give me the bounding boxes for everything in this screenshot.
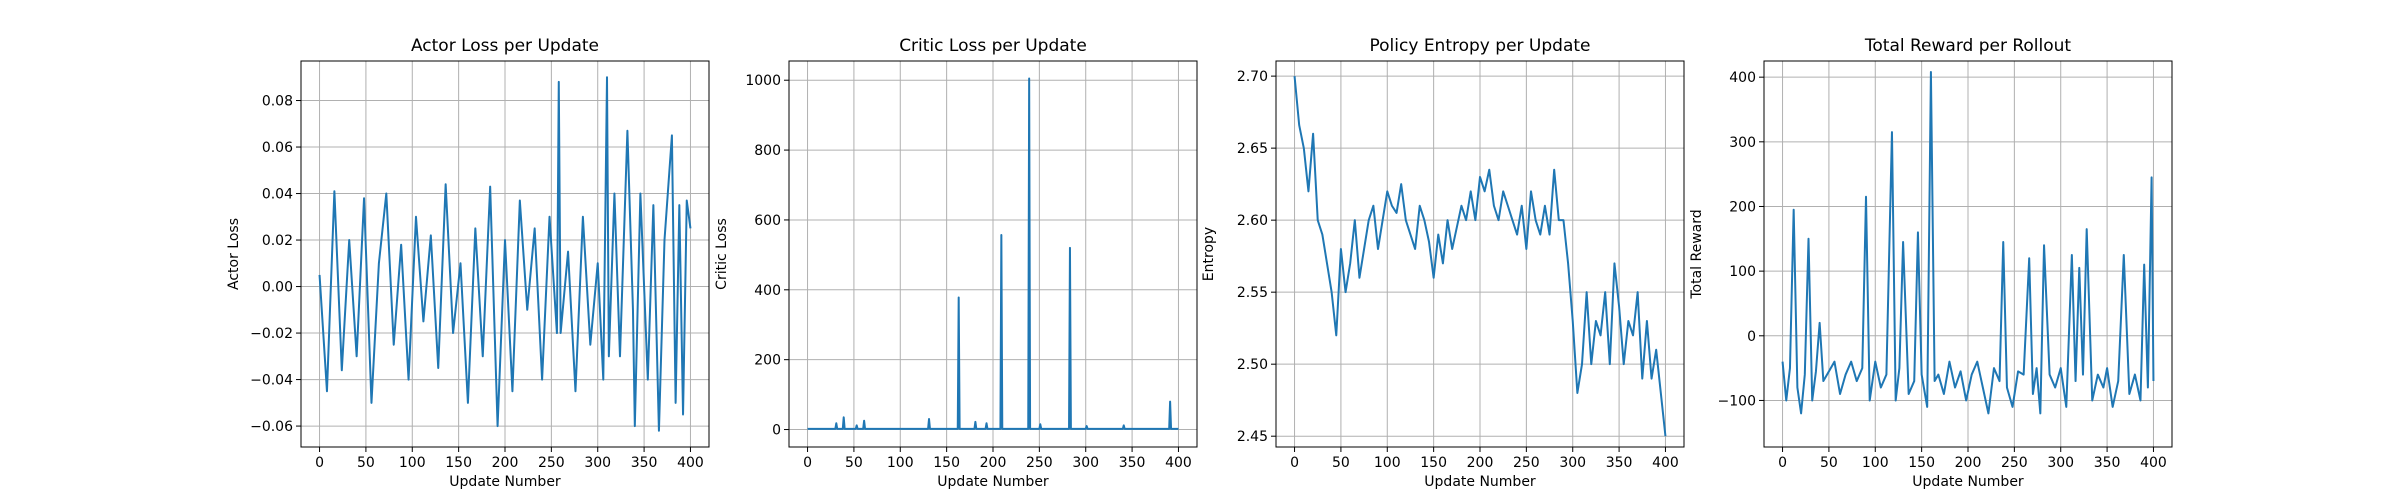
y-tick-label: 400 xyxy=(1729,70,1756,86)
y-tick-label: −0.02 xyxy=(250,326,293,342)
x-tick-label: 350 xyxy=(1606,455,1633,471)
x-tick-label: 50 xyxy=(357,455,375,471)
x-tick-label: 200 xyxy=(1467,455,1494,471)
x-tick-label: 50 xyxy=(1820,455,1838,471)
x-tick-label: 300 xyxy=(1072,455,1099,471)
y-tick-label: 0 xyxy=(1747,329,1756,345)
chart-title: Critic Loss per Update xyxy=(899,36,1087,56)
x-axis-label: Update Number xyxy=(937,474,1049,490)
x-tick-label: 100 xyxy=(1862,455,1889,471)
y-tick-label: 600 xyxy=(754,213,781,229)
y-tick-label: −0.04 xyxy=(250,373,293,389)
y-tick-label: 2.45 xyxy=(1237,429,1268,445)
x-tick-label: 300 xyxy=(1559,455,1586,471)
x-tick-label: 100 xyxy=(887,455,914,471)
x-tick-label: 0 xyxy=(315,455,324,471)
x-tick-label: 400 xyxy=(2140,455,2167,471)
x-tick-label: 150 xyxy=(445,455,472,471)
actor-loss-chart: 0 50 100 150 200 250 300 350 400 −0.06 −0.04 −0.02 0… xyxy=(226,36,710,490)
x-tick-label: 300 xyxy=(584,455,611,471)
grid xyxy=(789,61,1197,447)
y-tick-label: 2.50 xyxy=(1237,357,1268,373)
y-tick-label: 100 xyxy=(1729,264,1756,280)
x-tick-label: 250 xyxy=(2001,455,2028,471)
critic-loss-chart: 0 50 100 150 200 250 300 350 400 0 200 400 600 800 100… xyxy=(714,36,1198,490)
grid xyxy=(1276,61,1684,447)
x-tick-label: 50 xyxy=(845,455,863,471)
y-tick-label: 200 xyxy=(754,353,781,369)
x-tick-label: 250 xyxy=(1026,455,1053,471)
y-tick-label: −100 xyxy=(1718,393,1756,409)
y-axis-label: Entropy xyxy=(1201,227,1217,281)
series-line xyxy=(807,77,1179,430)
x-tick-label: 0 xyxy=(1290,455,1299,471)
x-tick-label: 100 xyxy=(399,455,426,471)
x-axis-label: Update Number xyxy=(449,474,561,490)
x-tick-label: 0 xyxy=(803,455,812,471)
y-axis-label: Critic Loss xyxy=(714,218,730,290)
y-tick-label: 0.00 xyxy=(262,280,293,296)
x-tick-label: 100 xyxy=(1374,455,1401,471)
x-tick-label: 350 xyxy=(1119,455,1146,471)
y-tick-label: 1000 xyxy=(745,73,781,89)
x-tick-label: 300 xyxy=(2047,455,2074,471)
policy-entropy-chart: 0 50 100 150 200 250 300 350 400 2.45 2.50 2.55 2.60… xyxy=(1201,36,1685,490)
x-tick-label: 350 xyxy=(2094,455,2121,471)
x-tick-label: 200 xyxy=(492,455,519,471)
grid xyxy=(1764,61,2172,447)
y-tick-label: 0.02 xyxy=(262,233,293,249)
x-tick-label: 400 xyxy=(677,455,704,471)
series-line xyxy=(318,76,692,432)
x-tick-label: 250 xyxy=(538,455,565,471)
x-tick-label: 400 xyxy=(1165,455,1192,471)
y-tick-label: 2.60 xyxy=(1237,213,1268,229)
x-tick-label: 200 xyxy=(980,455,1007,471)
chart-title: Actor Loss per Update xyxy=(411,36,599,56)
y-tick-label: 0.06 xyxy=(262,140,293,156)
series-line xyxy=(1293,76,1667,437)
x-tick-label: 250 xyxy=(1513,455,1540,471)
y-tick-label: 2.65 xyxy=(1237,141,1268,157)
x-axis-label: Update Number xyxy=(1912,474,2024,490)
y-tick-label: 2.70 xyxy=(1237,69,1268,85)
x-tick-label: 200 xyxy=(1955,455,1982,471)
y-tick-label: −0.06 xyxy=(250,419,293,435)
y-tick-label: 0.08 xyxy=(262,94,293,110)
x-tick-label: 50 xyxy=(1332,455,1350,471)
x-tick-label: 400 xyxy=(1652,455,1679,471)
y-tick-label: 300 xyxy=(1729,135,1756,151)
y-tick-label: 800 xyxy=(754,143,781,159)
x-tick-label: 350 xyxy=(631,455,658,471)
y-axis-label: Actor Loss xyxy=(226,218,242,290)
y-axis-label: Total Reward xyxy=(1689,209,1705,299)
series-line xyxy=(1781,70,2155,415)
chart-title: Total Reward per Rollout xyxy=(1864,36,2072,56)
x-tick-label: 150 xyxy=(1420,455,1447,471)
x-tick-label: 150 xyxy=(933,455,960,471)
total-reward-chart: 0 50 100 150 200 250 300 350 400 −100 0 100 200 300 40… xyxy=(1689,36,2173,490)
x-axis-label: Update Number xyxy=(1424,474,1536,490)
y-tick-label: 200 xyxy=(1729,199,1756,215)
y-tick-label: 2.55 xyxy=(1237,285,1268,301)
y-tick-label: 0.04 xyxy=(262,187,293,203)
y-tick-label: 0 xyxy=(772,423,781,439)
chart-title: Policy Entropy per Update xyxy=(1370,36,1591,56)
x-tick-label: 150 xyxy=(1908,455,1935,471)
y-tick-label: 400 xyxy=(754,283,781,299)
x-tick-label: 0 xyxy=(1778,455,1787,471)
